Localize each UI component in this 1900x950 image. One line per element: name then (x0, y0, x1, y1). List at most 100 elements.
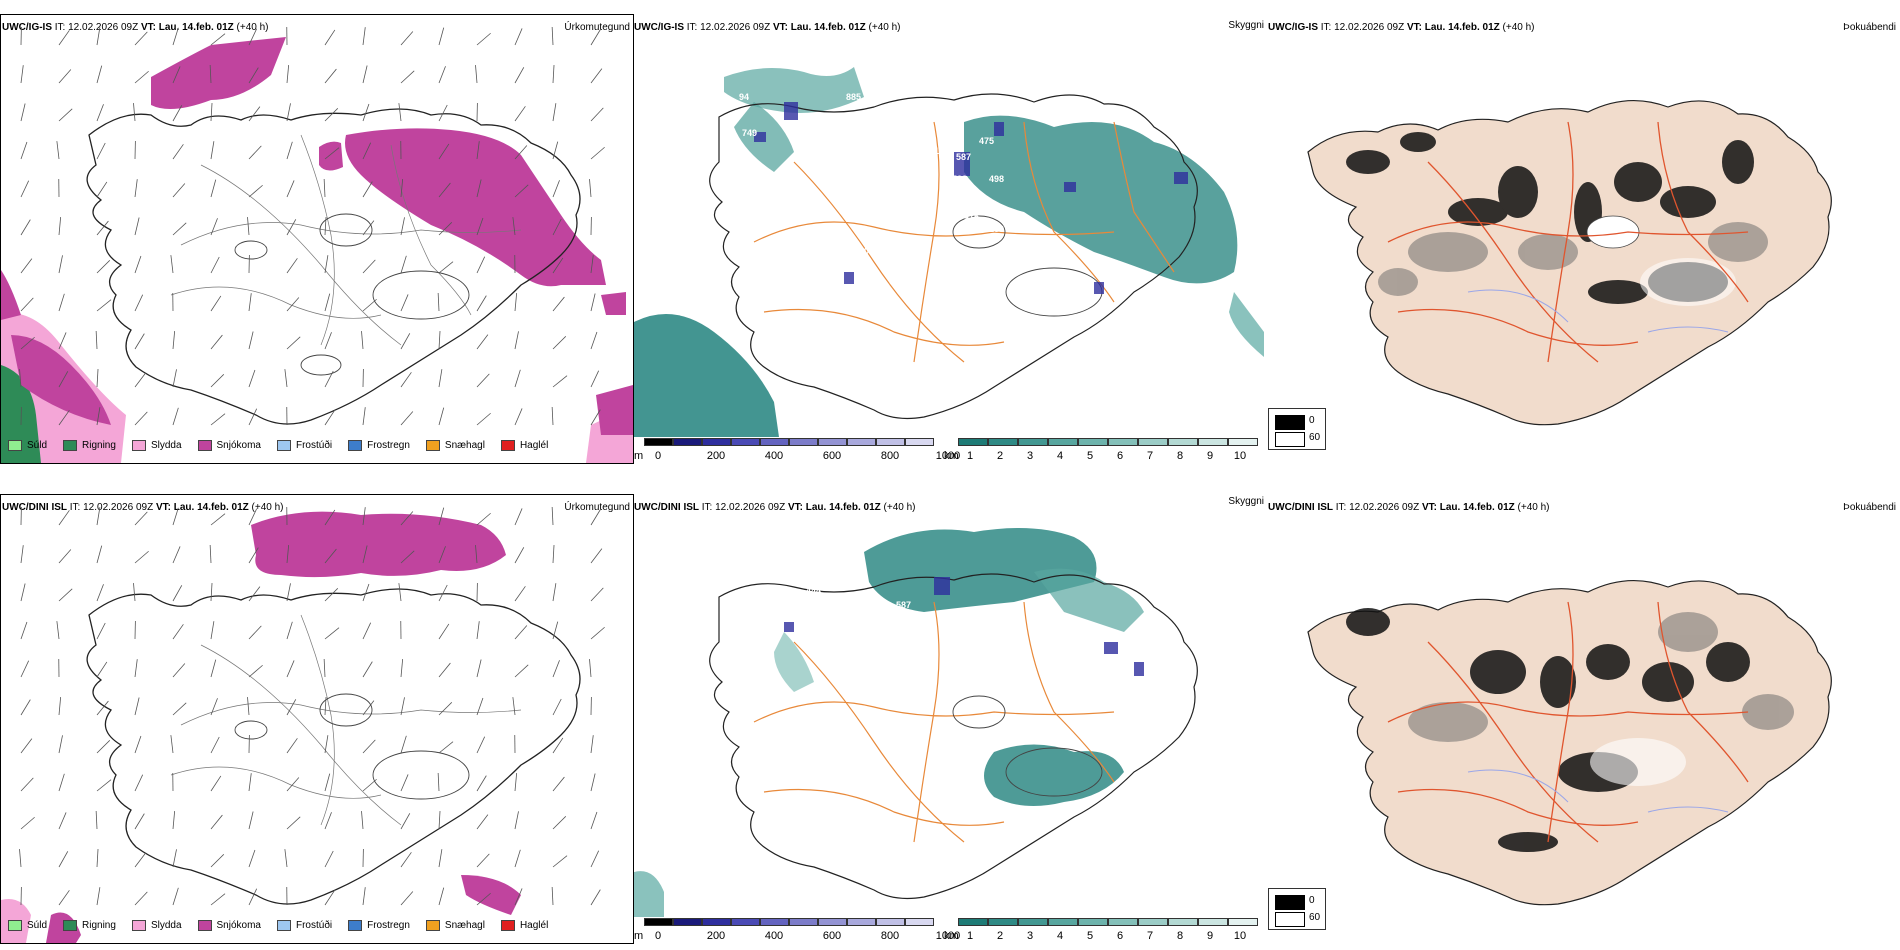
fog-legend-swatch-0 (1275, 895, 1305, 910)
precip-legend-item: Frostregn (348, 440, 410, 451)
wind-barb (248, 145, 262, 160)
lead-time: (+40 h) (233, 22, 269, 33)
fog-legend-label-60: 60 (1309, 912, 1321, 923)
wind-barb (172, 507, 179, 526)
wind-barb (512, 697, 516, 716)
colorbar-tick: 5 (1086, 930, 1094, 942)
precip-type-map (0, 494, 634, 944)
wind-barb (362, 259, 376, 274)
colorbar-tick: 10 (1233, 930, 1247, 942)
precip-legend-item: Frostúði (276, 440, 332, 451)
valid-time: Lau. 14.feb. 01Z (170, 502, 249, 513)
wind-barb (400, 852, 412, 868)
legend-label: Snjókoma (216, 440, 261, 451)
wind-barb (514, 331, 519, 350)
lead-time: (+40 h) (1499, 22, 1535, 33)
colorbar-segment (1078, 438, 1108, 446)
wind-barb (438, 369, 443, 388)
legend-swatch (131, 440, 146, 451)
wind-barb (551, 507, 554, 526)
wind-barb (590, 293, 596, 312)
colorbar-segment (1228, 918, 1258, 926)
wind-barb (172, 407, 179, 426)
wind-barb (362, 27, 366, 46)
wind-barb (134, 891, 148, 906)
colorbar-segment (988, 438, 1018, 446)
wind-barb (400, 659, 404, 678)
legend-swatch (131, 920, 146, 931)
colorbar-segment (760, 918, 789, 926)
wind-barb (248, 67, 259, 84)
wind-barb (248, 547, 259, 564)
valid-label: VT: (155, 502, 171, 513)
colorbar-segment (644, 918, 673, 926)
wind-barb (210, 141, 215, 160)
wind-barb (362, 507, 366, 526)
wind-barb (286, 660, 295, 678)
colorbar-tick: 7 (1146, 930, 1154, 942)
colorbar-tick: 10 (1233, 450, 1247, 462)
wind-barb (210, 698, 218, 716)
cloud-base-label: 561 (824, 598, 839, 608)
wind-barb (551, 887, 554, 906)
wind-barb (20, 660, 30, 678)
wind-barb (133, 583, 136, 602)
visibility-map: 444 561 484 587 358 100 346 81 (634, 512, 1266, 917)
wind-barb (362, 407, 366, 426)
wind-barb (362, 887, 366, 906)
wind-barb (134, 852, 147, 868)
cloud-base-label: 342 (904, 264, 919, 274)
wind-barb (210, 374, 225, 388)
wind-barbs (19, 26, 605, 426)
wind-barb (248, 586, 261, 602)
wind-barb (514, 106, 526, 122)
legend-label: Haglél (519, 440, 549, 451)
wind-barb (20, 103, 26, 122)
colorbar-segment (789, 438, 818, 446)
legend-swatch (425, 920, 440, 931)
valid-label: VT: (787, 502, 803, 513)
wind-barb (134, 70, 149, 84)
wind-barb (58, 217, 62, 236)
wind-barb (210, 295, 222, 312)
wind-barb (96, 779, 112, 792)
wind-barb (362, 298, 377, 312)
wind-barb (590, 68, 603, 84)
colorbar-unit: m (634, 930, 644, 942)
wind-barb (96, 220, 109, 236)
wind-barb (590, 107, 604, 122)
legend-swatch (348, 920, 363, 931)
colorbar-segment (958, 918, 988, 926)
wind-barb (172, 546, 181, 564)
colorbar-segment (958, 438, 988, 446)
wind-barb (590, 409, 601, 426)
legend-label: Snjókoma (216, 920, 261, 931)
row-igis: UWC/IG-IS IT: 12.02.2026 09Z VT: Lau. 14… (0, 0, 1900, 470)
wind-barb (438, 584, 448, 602)
wind-barb (170, 255, 174, 274)
wind-barb (248, 28, 258, 46)
fog-legend-swatch-60 (1275, 912, 1305, 927)
header-mid-igis: UWC/IG-IS IT: 12.02.2026 09Z VT: Lau. 14… (634, 22, 901, 33)
wind-barb (552, 545, 555, 564)
wind-barb (438, 702, 453, 716)
colorbar-segment (988, 918, 1018, 926)
wind-barb (210, 179, 217, 198)
wind-barb (170, 735, 174, 754)
wind-barb (438, 546, 446, 564)
wind-barb (514, 664, 529, 678)
wind-barb (552, 65, 555, 84)
wind-barb (248, 811, 254, 830)
wind-barb (172, 105, 183, 122)
wind-barb (19, 849, 22, 868)
colorbar-segment (673, 438, 702, 446)
wind-barb (134, 255, 142, 274)
wind-barb (514, 625, 528, 640)
model-name: UWC/IG-IS (1268, 22, 1318, 33)
fog-legend-label-0: 0 (1309, 895, 1315, 906)
wind-barb (248, 369, 256, 388)
row-dini: UWC/DINI ISL IT: 12.02.2026 09Z VT: Lau.… (0, 480, 1900, 950)
colorbar-tick: 0 (654, 450, 662, 462)
precip-legend-item: Slydda (131, 920, 182, 931)
